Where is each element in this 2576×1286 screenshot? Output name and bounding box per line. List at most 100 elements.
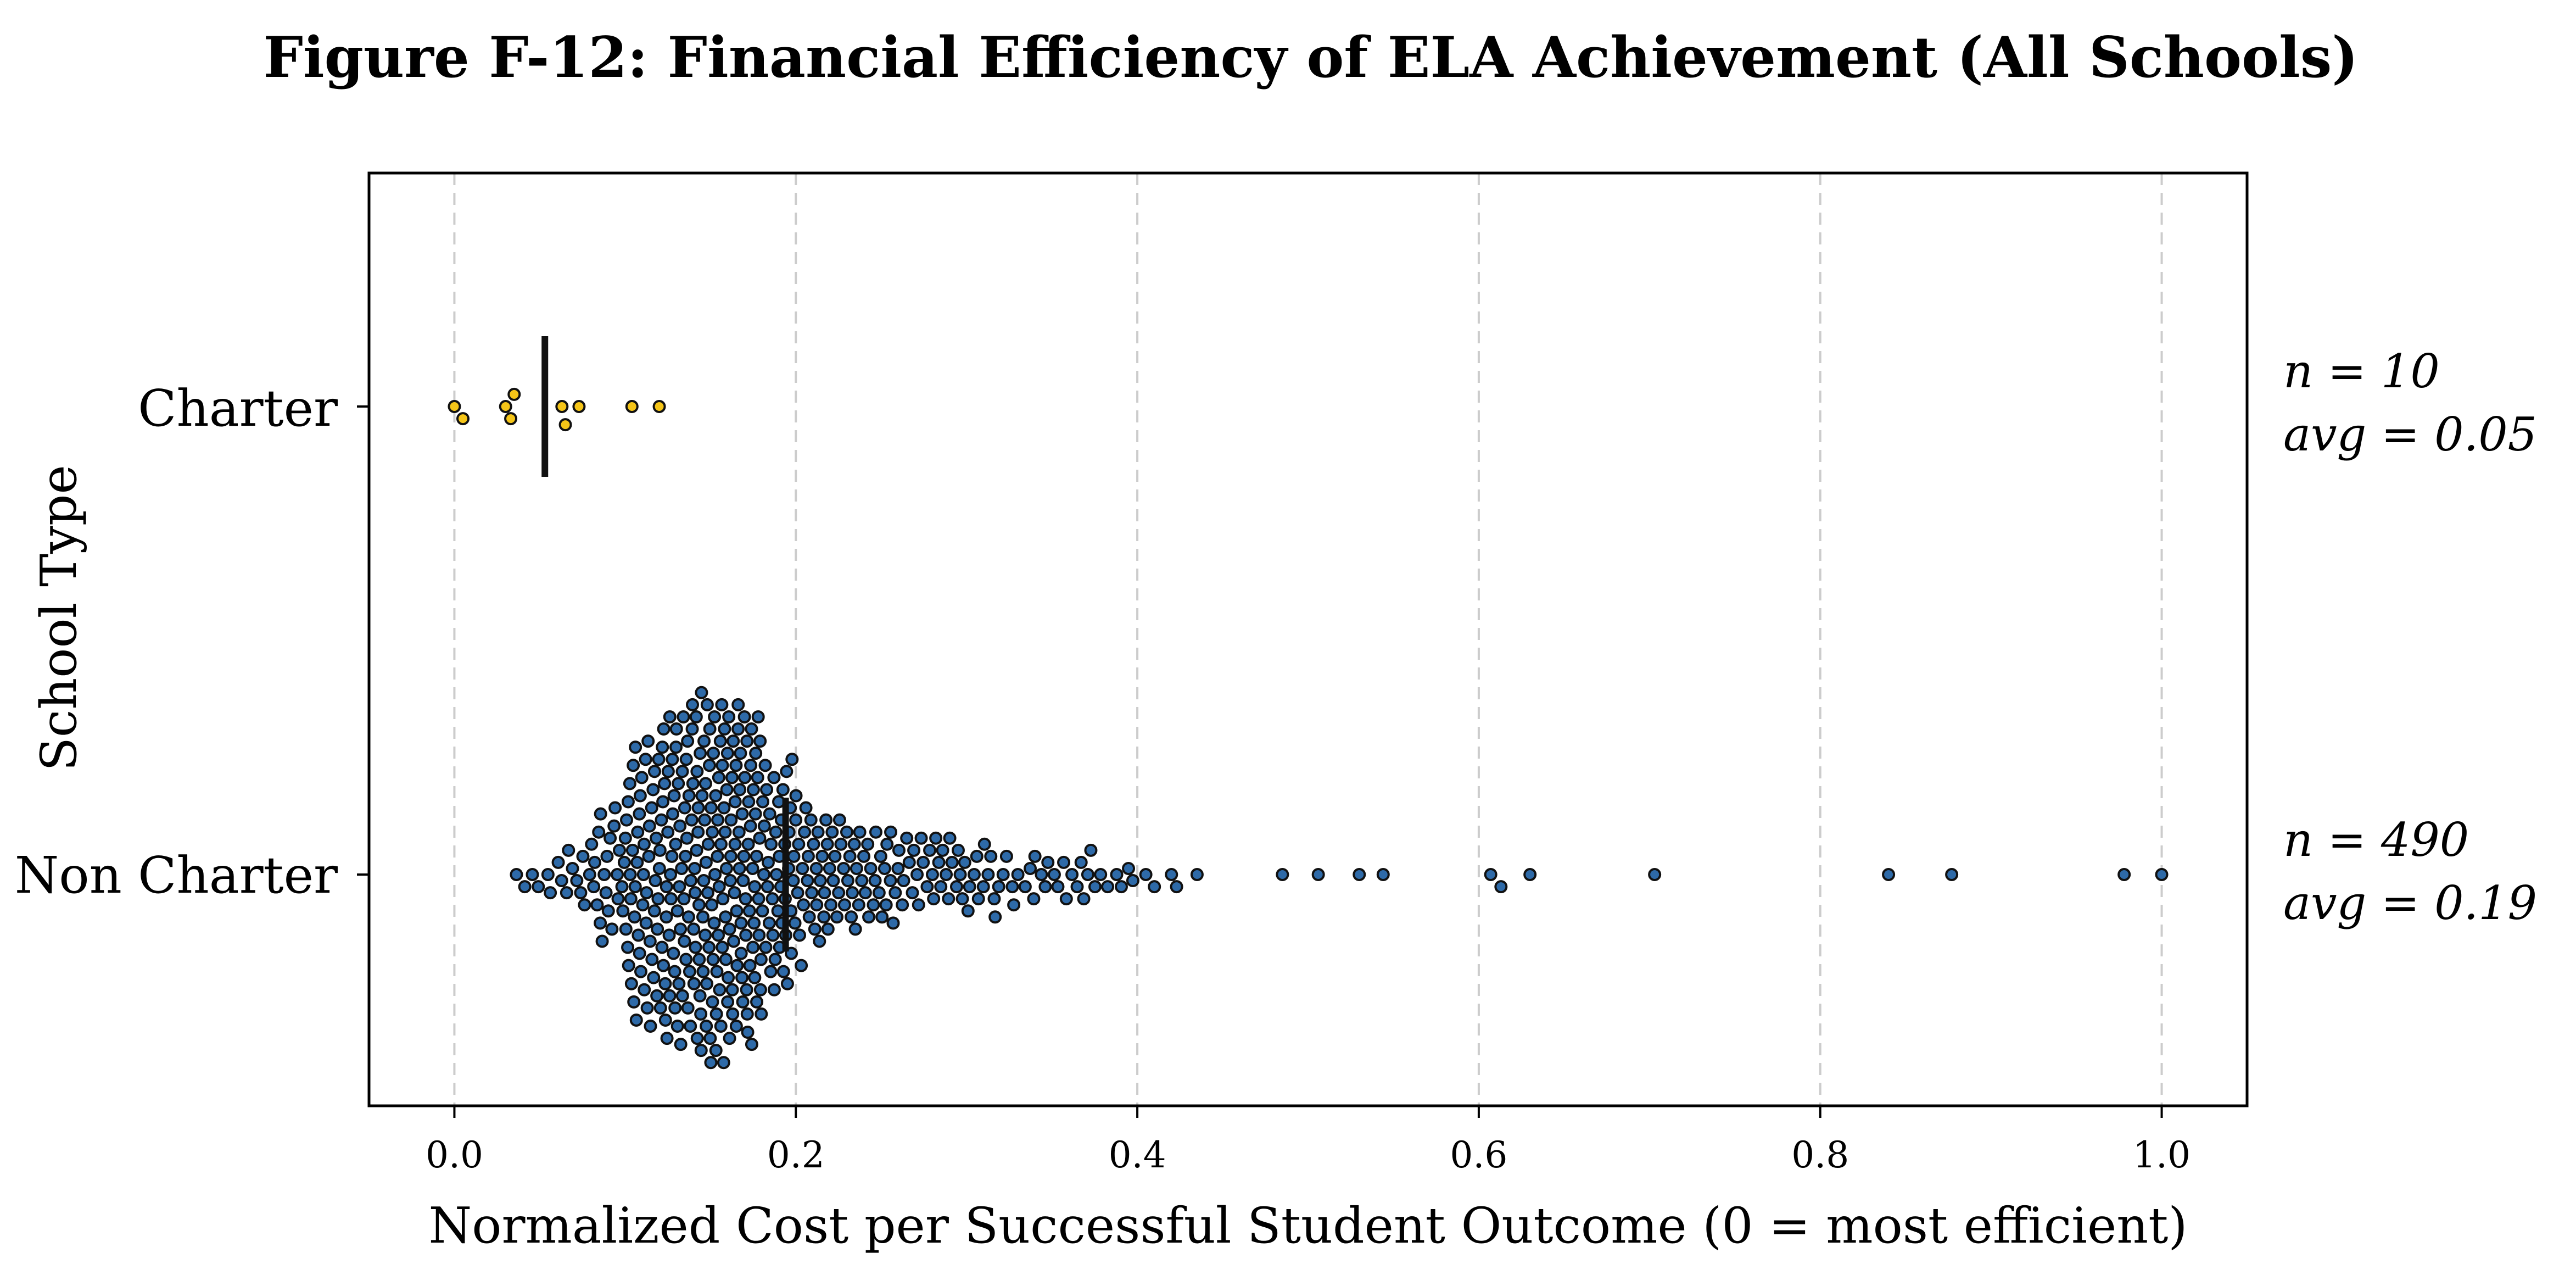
non-charter-point-196 xyxy=(709,789,723,803)
non-charter-point-3 xyxy=(532,880,545,894)
non-charter-point-254 xyxy=(737,849,751,863)
non-charter-point-135 xyxy=(679,849,692,863)
non-charter-point-375 xyxy=(845,910,858,924)
non-charter-point-483 xyxy=(1648,868,1662,881)
non-charter-point-355 xyxy=(815,849,829,863)
non-charter-point-428 xyxy=(955,892,969,906)
non-charter-point-134 xyxy=(678,801,691,815)
non-charter-point-66 xyxy=(638,983,651,996)
non-charter-point-364 xyxy=(826,874,840,888)
non-charter-point-419 xyxy=(934,880,948,894)
non-charter-point-202 xyxy=(712,928,725,942)
non-charter-point-440 xyxy=(988,910,1002,924)
non-charter-point-376 xyxy=(846,886,859,900)
non-charter-point-140 xyxy=(681,1001,695,1015)
non-charter-point-454 xyxy=(1047,868,1061,881)
non-charter-point-380 xyxy=(852,898,865,912)
non-charter-point-182 xyxy=(702,940,716,954)
non-charter-point-164 xyxy=(694,747,707,760)
non-charter-point-18 xyxy=(588,855,601,869)
non-charter-point-77 xyxy=(645,953,659,966)
non-charter-point-162 xyxy=(692,953,706,966)
non-charter-point-464 xyxy=(1088,880,1102,894)
non-charter-point-333 xyxy=(789,813,803,827)
charter-point-0 xyxy=(448,400,461,413)
non-charter-point-441 xyxy=(992,880,1005,894)
non-charter-point-356 xyxy=(817,910,831,924)
non-charter-point-378 xyxy=(848,922,862,936)
non-charter-point-198 xyxy=(709,1007,723,1021)
non-charter-point-193 xyxy=(707,916,721,930)
x-axis-label: Normalized Cost per Successful Student O… xyxy=(429,1197,2188,1255)
non-charter-point-23 xyxy=(595,934,609,948)
non-charter-point-458 xyxy=(1065,868,1079,881)
charter-point-6 xyxy=(558,418,572,432)
non-charter-point-60 xyxy=(633,789,647,803)
non-charter-point-123 xyxy=(672,977,686,990)
non-charter-point-21 xyxy=(594,916,607,930)
non-charter-point-132 xyxy=(677,892,691,906)
non-charter-point-401 xyxy=(891,861,905,875)
non-charter-point-124 xyxy=(673,880,686,894)
non-charter-point-181 xyxy=(701,837,715,851)
non-charter-point-44 xyxy=(623,777,636,790)
non-charter-point-361 xyxy=(823,861,836,875)
non-charter-point-394 xyxy=(878,861,891,875)
non-charter-point-275 xyxy=(748,880,762,894)
non-charter-point-127 xyxy=(674,1038,688,1051)
non-charter-point-475 xyxy=(1190,868,1204,881)
non-charter-point-374 xyxy=(843,849,857,863)
non-charter-point-153 xyxy=(688,886,702,900)
non-charter-point-359 xyxy=(820,837,834,851)
non-charter-point-35 xyxy=(615,880,629,894)
non-charter-point-5 xyxy=(544,886,557,900)
non-charter-point-25 xyxy=(599,886,613,900)
non-charter-point-69 xyxy=(640,886,653,900)
non-charter-point-51 xyxy=(628,910,641,924)
non-charter-point-234 xyxy=(727,934,741,948)
non-charter-point-481 xyxy=(1494,880,1508,894)
non-charter-point-188 xyxy=(705,898,719,912)
non-charter-point-406 xyxy=(902,855,916,869)
non-charter-point-231 xyxy=(725,983,739,996)
non-charter-point-184 xyxy=(703,722,717,736)
non-charter-point-148 xyxy=(686,698,700,711)
non-charter-point-214 xyxy=(717,801,731,815)
non-charter-point-203 xyxy=(712,771,725,784)
non-charter-point-232 xyxy=(726,1007,740,1021)
x-axis-ticks: 0.0 0.2 0.4 0.6 0.8 1.0 xyxy=(426,1106,2191,1176)
non-charter-point-159 xyxy=(691,825,705,839)
non-charter-point-391 xyxy=(872,886,886,900)
x-tick-label-4: 0.8 xyxy=(1791,1134,1849,1176)
non-charter-point-317 xyxy=(776,783,790,797)
non-charter-point-343 xyxy=(801,874,814,888)
non-charter-point-67 xyxy=(639,753,652,766)
non-charter-point-347 xyxy=(805,886,819,900)
non-charter-point-330 xyxy=(786,874,800,888)
non-charter-point-50 xyxy=(627,995,641,1009)
non-charter-point-175 xyxy=(699,777,712,790)
non-charter-point-301 xyxy=(764,965,778,978)
non-charter-point-180 xyxy=(701,886,714,900)
non-charter-point-81 xyxy=(647,765,661,778)
non-charter-point-83 xyxy=(650,831,663,845)
non-charter-point-418 xyxy=(932,855,946,869)
non-charter-point-216 xyxy=(718,825,732,839)
non-charter-point-229 xyxy=(724,813,738,827)
non-charter-point-457 xyxy=(1059,892,1073,906)
non-charter-point-116 xyxy=(668,1001,682,1015)
non-charter-point-2 xyxy=(526,868,539,881)
non-charter-point-456 xyxy=(1057,855,1071,869)
non-charter-point-302 xyxy=(764,837,778,851)
non-charter-point-393 xyxy=(875,910,889,924)
non-charter-point-239 xyxy=(729,1020,743,1033)
non-charter-point-438 xyxy=(984,849,998,863)
charter-point-5 xyxy=(555,400,569,413)
non-charter-point-246 xyxy=(733,783,747,797)
non-charter-point-84 xyxy=(650,989,664,1003)
non-charter-point-102 xyxy=(660,1032,674,1045)
non-charter-point-122 xyxy=(672,777,685,790)
non-charter-point-459 xyxy=(1070,880,1084,894)
non-charter-point-274 xyxy=(747,916,761,930)
non-charter-point-126 xyxy=(674,922,688,936)
